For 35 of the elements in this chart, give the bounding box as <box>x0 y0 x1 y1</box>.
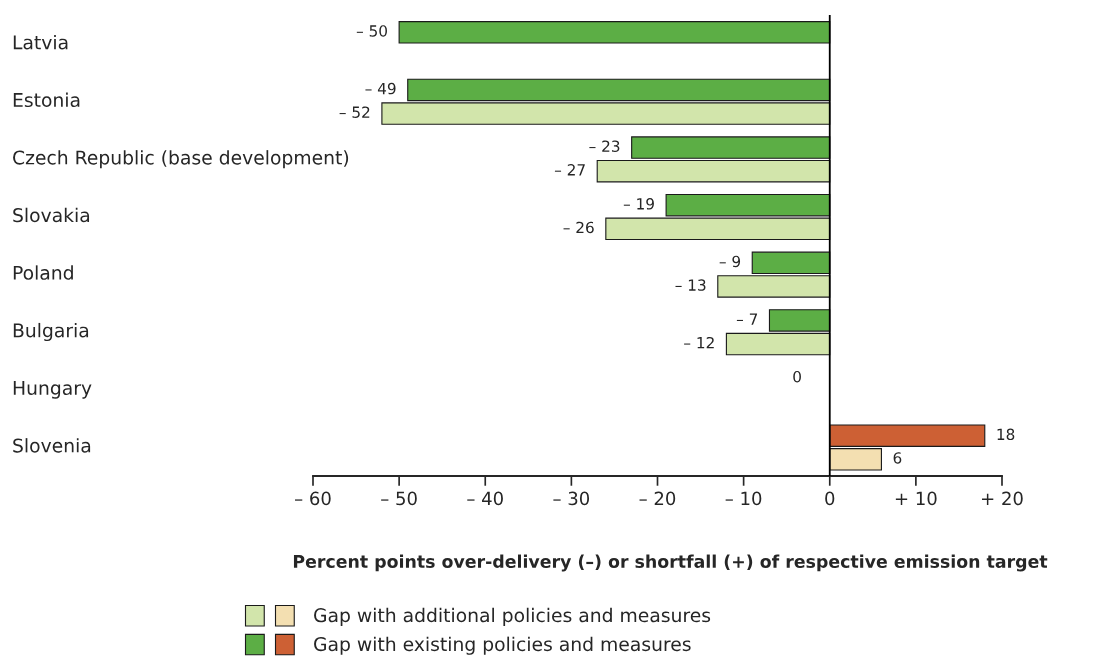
y-tick-label: Hungary <box>13 381 92 399</box>
x-tick-label: – 30 <box>553 491 590 506</box>
x-tick-label: – 10 <box>725 491 762 506</box>
data-label: – 49 <box>365 82 396 95</box>
x-tick-label: 0 <box>825 491 835 506</box>
y-tick-label: Slovakia <box>13 207 90 223</box>
data-label: – 50 <box>356 25 387 37</box>
data-label: – 7 <box>736 313 758 325</box>
data-label: 6 <box>893 452 902 464</box>
x-tick-label: – 40 <box>467 491 503 506</box>
x-tick-label: – 20 <box>639 491 676 506</box>
legend-label: Gap with additional policies and measures <box>314 607 711 626</box>
x-tick-label: – 60 <box>295 491 331 506</box>
legend-label: Gap with existing policies and measures <box>314 636 691 655</box>
x-tick-label: + 20 <box>981 491 1023 506</box>
data-label: – 9 <box>719 255 741 268</box>
y-tick-label: Bulgaria <box>13 322 89 342</box>
x-axis-title: Percent points over-delivery (–) or shortfall (+) of respective emission target <box>293 554 1048 572</box>
data-label: – 13 <box>675 279 706 291</box>
data-label: – 23 <box>589 140 620 152</box>
bar <box>398 21 831 44</box>
y-tick-label: Latvia <box>13 34 68 50</box>
data-label: – 52 <box>339 106 370 118</box>
data-label: – 19 <box>623 198 654 210</box>
data-label: – 26 <box>563 221 594 234</box>
data-label: 0 <box>793 370 801 383</box>
data-label: 18 <box>997 428 1015 441</box>
data-label: – 12 <box>684 336 714 349</box>
data-label: – 27 <box>554 164 585 176</box>
x-tick-label: – 50 <box>381 491 417 506</box>
x-tick-label: + 10 <box>895 491 937 506</box>
y-tick-label: Czech Republic (base development) <box>13 150 349 169</box>
y-tick-label: Estonia <box>13 92 80 108</box>
y-tick-label: Poland <box>13 265 73 280</box>
y-tick-label: Slovenia <box>13 438 91 453</box>
